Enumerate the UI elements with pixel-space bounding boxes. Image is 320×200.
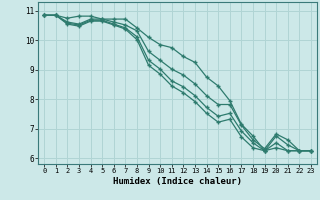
X-axis label: Humidex (Indice chaleur): Humidex (Indice chaleur): [113, 177, 242, 186]
